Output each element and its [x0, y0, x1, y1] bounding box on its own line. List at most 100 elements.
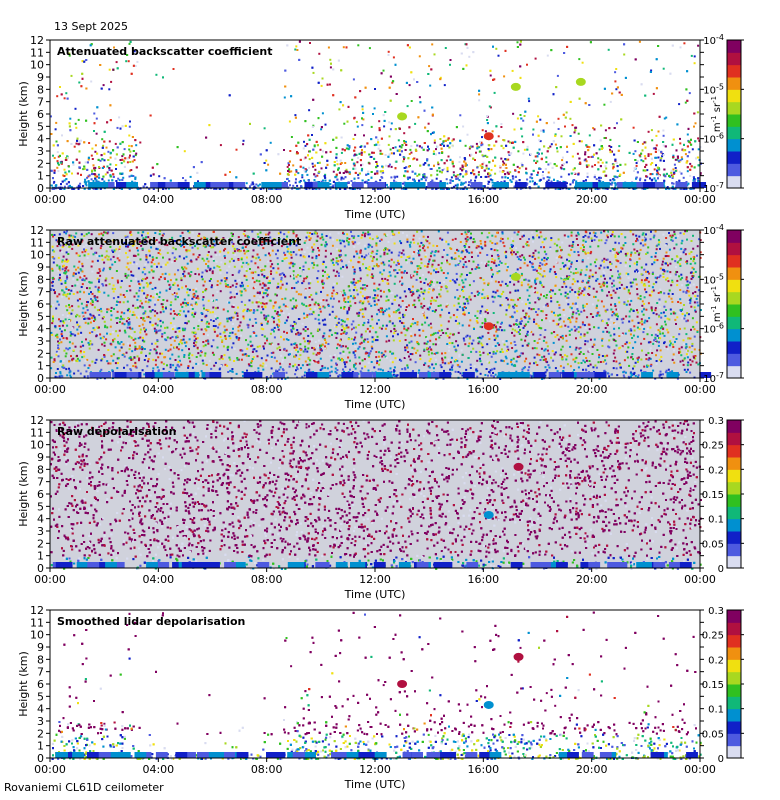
heatmap-cell — [471, 268, 474, 271]
heatmap-cell — [118, 179, 121, 182]
heatmap-cell — [398, 269, 401, 271]
heatmap-cell — [288, 180, 291, 183]
heatmap-cell — [449, 59, 452, 61]
heatmap-cell — [507, 177, 509, 179]
heatmap-cell — [176, 146, 179, 149]
heatmap-cell — [361, 105, 364, 108]
heatmap-cell — [464, 343, 467, 346]
heatmap-cell — [368, 237, 371, 240]
heatmap-cell — [688, 92, 691, 95]
heatmap-cell — [423, 142, 426, 144]
heatmap-cell — [496, 350, 499, 353]
heatmap-cell — [115, 164, 118, 166]
heatmap-cell — [294, 181, 297, 184]
heatmap-cell — [53, 169, 56, 172]
heatmap-cell — [364, 330, 367, 333]
heatmap-cell — [87, 253, 90, 256]
heatmap-cell — [579, 162, 582, 165]
heatmap-cell — [545, 156, 548, 159]
heatmap-cell — [393, 332, 396, 335]
heatmap-cell — [509, 152, 512, 155]
heatmap-cell — [223, 249, 225, 252]
heatmap-cell — [686, 356, 689, 359]
heatmap-cell — [150, 326, 153, 329]
heatmap-cell — [489, 174, 492, 177]
heatmap-cell — [356, 161, 359, 164]
heatmap-cell — [643, 141, 646, 144]
heatmap-cell — [561, 262, 564, 265]
heatmap-cell — [162, 76, 164, 79]
heatmap-cell — [488, 144, 491, 147]
heatmap-cell — [335, 187, 338, 190]
heatmap-cell — [408, 46, 411, 49]
heatmap-cell — [317, 117, 320, 120]
heatmap-cell — [468, 342, 471, 345]
heatmap-cell — [394, 63, 397, 66]
heatmap-cell — [461, 164, 464, 167]
ground-layer-cell — [514, 182, 527, 188]
heatmap-cell — [322, 238, 325, 241]
heatmap-cell — [656, 187, 659, 190]
heatmap-cell — [429, 84, 432, 87]
heatmap-cell — [486, 122, 489, 125]
heatmap-cell — [696, 301, 699, 304]
colorbar-tick-label: 10-4 — [703, 33, 724, 47]
heatmap-cell — [337, 168, 339, 171]
heatmap-cell — [569, 183, 572, 186]
heatmap-cell — [658, 241, 661, 244]
heatmap-cell — [446, 166, 449, 169]
heatmap-cell — [403, 140, 406, 142]
heatmap-cell — [62, 174, 65, 177]
heatmap-cell — [335, 156, 338, 159]
heatmap-cell — [564, 125, 566, 128]
heatmap-cell — [478, 146, 481, 149]
heatmap-cell — [85, 184, 88, 187]
heatmap-cell — [278, 238, 281, 240]
heatmap-cell — [132, 304, 135, 307]
heatmap-cell — [289, 251, 292, 254]
heatmap-cell — [174, 330, 177, 333]
heatmap-cell — [574, 129, 577, 132]
heatmap-cell — [417, 187, 420, 190]
heatmap-cell — [657, 239, 660, 242]
heatmap-cell — [561, 156, 564, 159]
heatmap-cell — [415, 351, 417, 354]
heatmap-cell — [409, 148, 412, 151]
heatmap-cell — [325, 235, 328, 237]
heatmap-cell — [304, 168, 307, 171]
heatmap-cell — [94, 285, 97, 288]
heatmap-cell — [59, 187, 61, 190]
heatmap-cell — [359, 90, 362, 93]
heatmap-cell — [284, 305, 287, 308]
colorbar-swatch — [727, 151, 741, 164]
heatmap-cell — [313, 173, 316, 176]
heatmap-cell — [569, 286, 572, 289]
heatmap-cell — [104, 241, 107, 243]
heatmap-cell — [342, 350, 345, 353]
heatmap-cell — [535, 162, 537, 164]
heatmap-cell — [613, 179, 616, 182]
heatmap-cell — [672, 187, 675, 190]
heatmap-cell — [235, 372, 238, 375]
heatmap-cell — [428, 148, 430, 151]
heatmap-cell — [375, 242, 378, 245]
heatmap-cell — [181, 187, 184, 190]
heatmap-cell — [552, 140, 555, 143]
heatmap-cell — [74, 107, 77, 110]
heatmap-cell — [548, 176, 551, 179]
heatmap-cell — [155, 73, 158, 76]
heatmap-cell — [475, 151, 477, 154]
heatmap-cell — [318, 170, 321, 173]
heatmap-cell — [690, 165, 693, 168]
heatmap-cell — [449, 63, 451, 66]
heatmap-cell — [654, 179, 657, 182]
heatmap-cell — [512, 299, 515, 302]
heatmap-cell — [658, 115, 661, 118]
heatmap-cell — [667, 280, 670, 283]
heatmap-cell — [307, 134, 310, 137]
heatmap-cell — [361, 308, 364, 311]
heatmap-cell — [257, 266, 260, 269]
heatmap-cell — [359, 146, 362, 148]
heatmap-cell — [496, 335, 499, 338]
